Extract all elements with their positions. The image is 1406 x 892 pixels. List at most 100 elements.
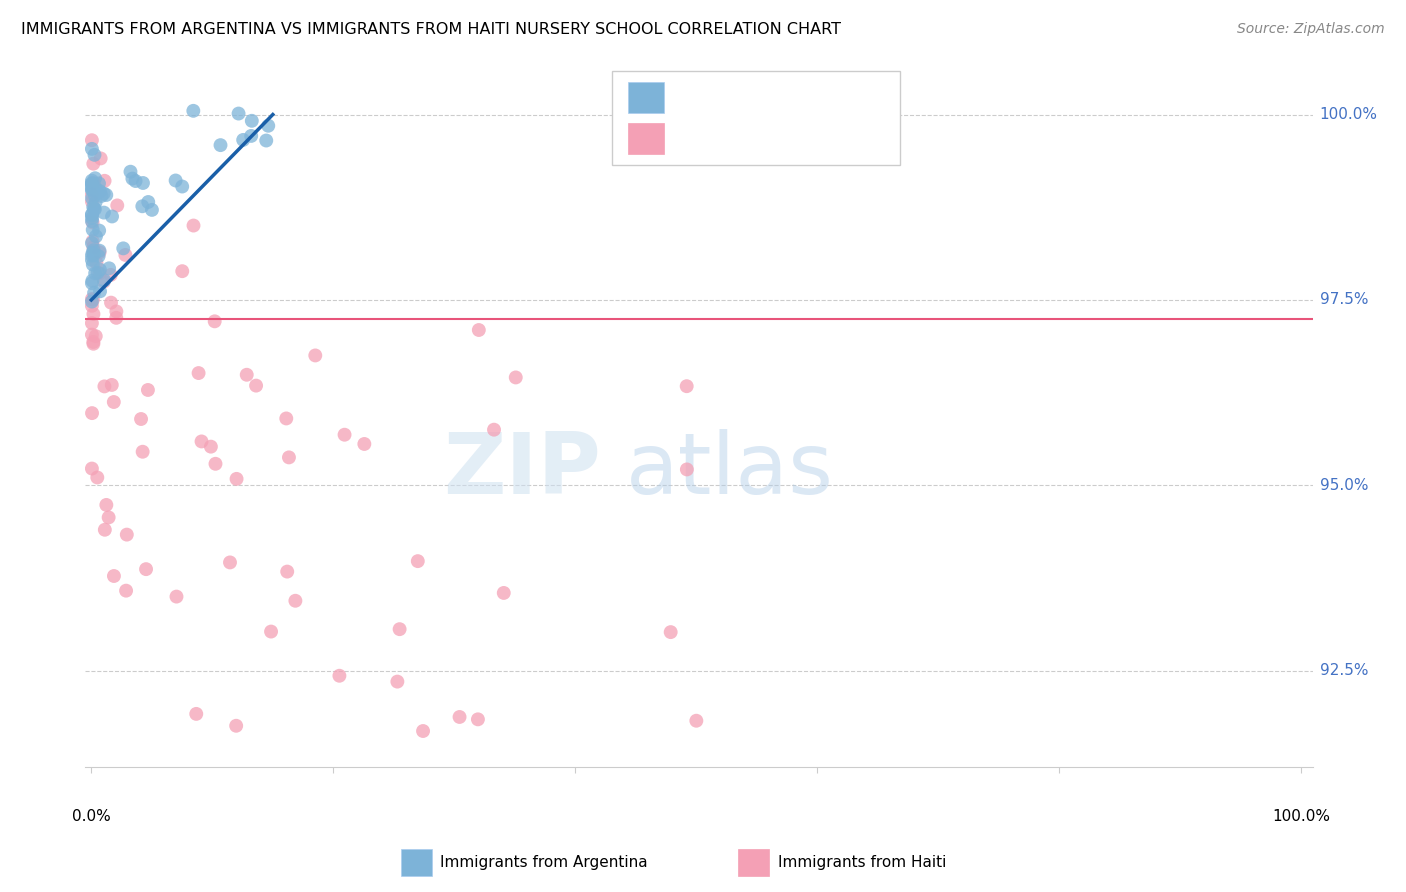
- Text: 97.5%: 97.5%: [1320, 293, 1368, 308]
- Point: [482, 423, 505, 437]
- Point: [89, 245, 111, 260]
- Point: [80, 299, 103, 313]
- Point: [83, 148, 105, 162]
- Point: [103, 569, 125, 583]
- Point: [93, 174, 115, 188]
- Point: [449, 710, 471, 724]
- Point: [80, 236, 103, 251]
- Point: [676, 462, 699, 476]
- Point: [80, 177, 103, 191]
- Point: [204, 314, 226, 328]
- Point: [82, 240, 104, 254]
- Point: [225, 472, 247, 486]
- Point: [101, 378, 124, 392]
- Point: [254, 134, 277, 148]
- Point: [86, 256, 108, 270]
- Point: [82, 211, 104, 226]
- Point: [80, 182, 103, 196]
- Point: [328, 669, 350, 683]
- Point: [84, 329, 107, 343]
- Point: [80, 461, 103, 475]
- Point: [190, 434, 212, 449]
- Text: R =  0.004   N = 82: R = 0.004 N = 82: [679, 129, 841, 147]
- Point: [83, 285, 105, 300]
- Point: [114, 248, 136, 262]
- Point: [89, 266, 111, 280]
- Point: [129, 412, 152, 426]
- Point: [112, 241, 135, 255]
- Point: [82, 274, 104, 288]
- Text: 100.0%: 100.0%: [1272, 809, 1330, 823]
- Text: atlas: atlas: [626, 429, 834, 512]
- Point: [80, 406, 103, 420]
- Point: [83, 244, 105, 258]
- Point: [84, 171, 107, 186]
- Point: [278, 450, 301, 465]
- Point: [284, 593, 307, 607]
- Text: 0.0%: 0.0%: [72, 809, 111, 823]
- Point: [83, 188, 105, 202]
- Text: R =  0.274   N = 68: R = 0.274 N = 68: [679, 89, 841, 107]
- Point: [101, 210, 124, 224]
- Point: [89, 223, 111, 237]
- Point: [80, 252, 103, 267]
- Point: [80, 292, 103, 306]
- Point: [82, 215, 104, 229]
- Point: [89, 184, 111, 198]
- Point: [172, 264, 194, 278]
- Point: [84, 229, 107, 244]
- Point: [187, 366, 209, 380]
- Point: [80, 187, 103, 202]
- Point: [90, 152, 112, 166]
- Point: [82, 245, 104, 260]
- Point: [388, 622, 411, 636]
- Point: [131, 444, 153, 458]
- Point: [83, 202, 105, 217]
- Text: Source: ZipAtlas.com: Source: ZipAtlas.com: [1237, 22, 1385, 37]
- Text: ZIP: ZIP: [443, 429, 602, 512]
- Point: [240, 128, 263, 143]
- Point: [93, 273, 115, 287]
- Point: [80, 133, 103, 147]
- Point: [103, 395, 125, 409]
- Point: [136, 383, 159, 397]
- Point: [82, 200, 104, 214]
- Point: [105, 304, 128, 318]
- Point: [87, 249, 110, 263]
- Point: [505, 370, 527, 384]
- Point: [240, 113, 263, 128]
- Text: Immigrants from Haiti: Immigrants from Haiti: [778, 855, 946, 870]
- Point: [121, 171, 143, 186]
- Point: [80, 248, 103, 262]
- Point: [93, 275, 115, 289]
- Point: [183, 103, 205, 118]
- Point: [100, 268, 122, 282]
- Point: [675, 379, 697, 393]
- Point: [412, 724, 434, 739]
- Point: [98, 261, 121, 276]
- Point: [120, 164, 142, 178]
- Point: [105, 198, 128, 212]
- Point: [89, 244, 111, 258]
- Point: [209, 138, 232, 153]
- Point: [82, 334, 104, 349]
- Point: [97, 510, 120, 524]
- Point: [685, 714, 707, 728]
- Point: [257, 119, 280, 133]
- Point: [84, 266, 107, 280]
- Point: [80, 208, 103, 222]
- Point: [200, 440, 222, 454]
- Point: [80, 294, 103, 309]
- Point: [136, 194, 159, 209]
- Point: [80, 316, 103, 330]
- Point: [80, 327, 103, 342]
- Point: [406, 554, 429, 568]
- Point: [80, 214, 103, 228]
- Point: [84, 195, 107, 210]
- Point: [82, 157, 104, 171]
- Point: [333, 427, 356, 442]
- Point: [115, 583, 138, 598]
- Point: [87, 177, 110, 191]
- Point: [80, 174, 103, 188]
- Point: [82, 336, 104, 351]
